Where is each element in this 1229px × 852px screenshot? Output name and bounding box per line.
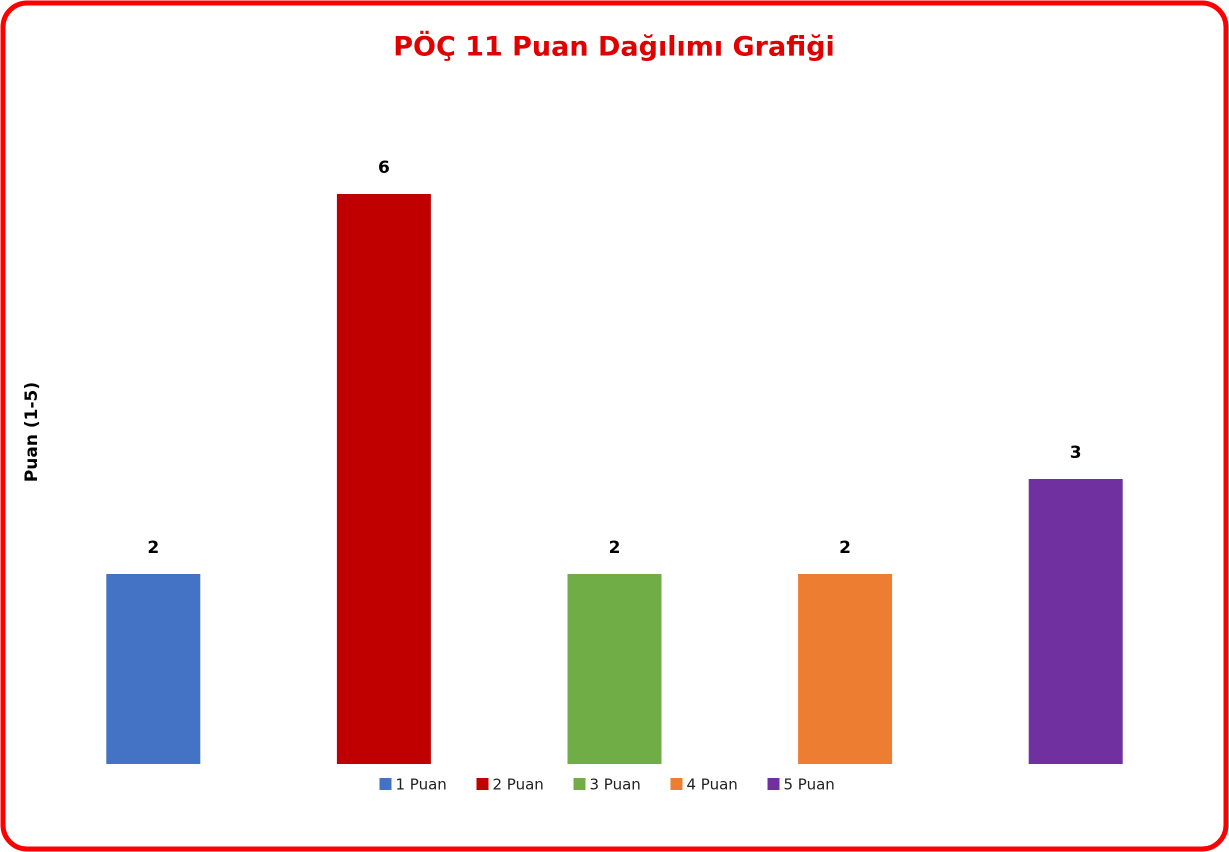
- legend-swatch: [670, 778, 683, 790]
- data-label: 3: [1070, 443, 1082, 463]
- y-axis-label: Puan (1-5): [22, 382, 42, 482]
- data-label: 2: [609, 538, 621, 558]
- legend-swatch: [767, 778, 780, 790]
- legend-label: 2 Puan: [493, 776, 544, 794]
- legend-label: 4 Puan: [687, 776, 738, 794]
- data-label: 2: [839, 538, 851, 558]
- bar: [336, 194, 431, 764]
- bar: [798, 574, 893, 764]
- legend-swatch: [573, 778, 586, 790]
- legend-label: 1 Puan: [396, 776, 447, 794]
- bar: [106, 574, 201, 764]
- data-label: 6: [378, 158, 390, 178]
- legend-swatch: [476, 778, 489, 790]
- legend-label: 5 Puan: [784, 776, 835, 794]
- legend-label: 3 Puan: [590, 776, 641, 794]
- bar: [567, 574, 662, 764]
- chart-title: PÖÇ 11 Puan Dağılımı Grafiği: [393, 30, 835, 63]
- legend-swatch: [379, 778, 392, 790]
- bar: [1028, 479, 1123, 764]
- data-label: 2: [147, 538, 159, 558]
